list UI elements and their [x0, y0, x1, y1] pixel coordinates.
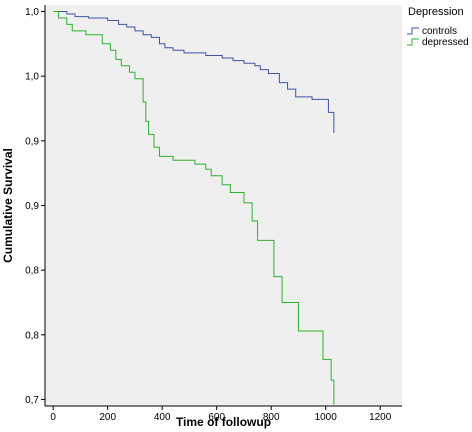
x-tick-label: 400 [154, 412, 171, 423]
legend-title: Depression [408, 6, 464, 18]
series-layer [53, 10, 335, 405]
legend-label-depressed: depressed [422, 37, 469, 48]
y-tick-label: 0,8 [25, 266, 39, 277]
x-tick-label: 800 [263, 412, 280, 423]
x-tick-label: 200 [99, 412, 116, 423]
y-tick-label: 0,9 [25, 136, 39, 147]
y-axis-title: Cumulative Survival [1, 148, 15, 263]
legend-label-controls: controls [422, 26, 457, 37]
x-tick-label: 1200 [369, 412, 392, 423]
series-line-depressed [53, 10, 335, 405]
legend-swatch-controls [407, 27, 419, 35]
plot-area [45, 5, 402, 406]
y-tick-label: 0,9 [25, 201, 39, 212]
y-tick-label: 1,0 [25, 72, 39, 83]
series-line-controls [53, 10, 335, 134]
x-tick-label: 0 [50, 412, 56, 423]
x-tick-label: 600 [208, 412, 225, 423]
axis-layer: 0 200 400 600 800 1000 1200 0,7 0,8 0,8 0,9 0,9 1,0 1… [25, 5, 402, 423]
y-tick-label: 1,0 [25, 7, 39, 18]
legend-swatch-depressed [407, 38, 419, 46]
x-tick-label: 1000 [315, 412, 338, 423]
x-axis-title: Time of followup [176, 415, 271, 429]
y-tick-label: 0,8 [25, 330, 39, 341]
y-tick-label: 0,7 [25, 395, 39, 406]
